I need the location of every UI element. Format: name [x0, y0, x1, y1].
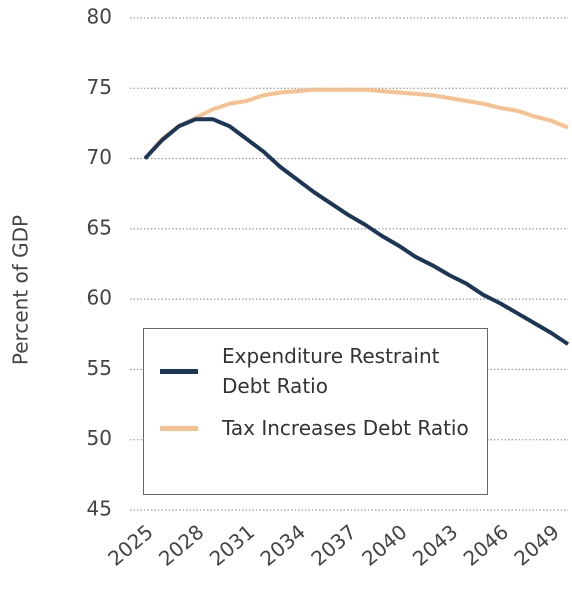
- legend-item: Expenditure Restraint Debt Ratio: [144, 341, 487, 401]
- y-tick-label: 60: [87, 286, 112, 310]
- y-tick-label: 65: [87, 215, 112, 239]
- x-tick-label: 2043: [408, 520, 462, 571]
- line: [143, 117, 570, 346]
- x-tick-label: 2028: [154, 520, 208, 571]
- legend-swatch: [160, 368, 198, 374]
- x-tick-label: 2025: [103, 520, 157, 571]
- legend-label: Tax Increases Debt Ratio: [222, 416, 469, 440]
- legend-label: Expenditure Restraint Debt Ratio: [222, 344, 440, 398]
- y-tick-label: 80: [87, 5, 112, 29]
- y-tick-label: 75: [87, 75, 112, 99]
- legend: Expenditure Restraint Debt Ratio Tax Incr…: [143, 328, 488, 495]
- y-tick-label: 55: [87, 356, 112, 380]
- legend-item: Tax Increases Debt Ratio: [144, 413, 487, 443]
- y-axis-label: Percent of GDP: [9, 215, 33, 365]
- y-tick-label: 70: [87, 145, 112, 169]
- line: [143, 87, 569, 160]
- x-tick-label: 2031: [205, 520, 259, 571]
- x-tick-label: 2049: [509, 520, 563, 571]
- legend-swatch: [160, 425, 198, 431]
- x-tick-label: 2037: [306, 520, 360, 571]
- x-tick-label: 2046: [459, 520, 513, 571]
- y-tick-label: 50: [87, 426, 112, 450]
- x-tick-label: 2034: [256, 520, 310, 571]
- y-tick-label: 45: [87, 497, 112, 521]
- x-tick-label: 2040: [357, 520, 411, 571]
